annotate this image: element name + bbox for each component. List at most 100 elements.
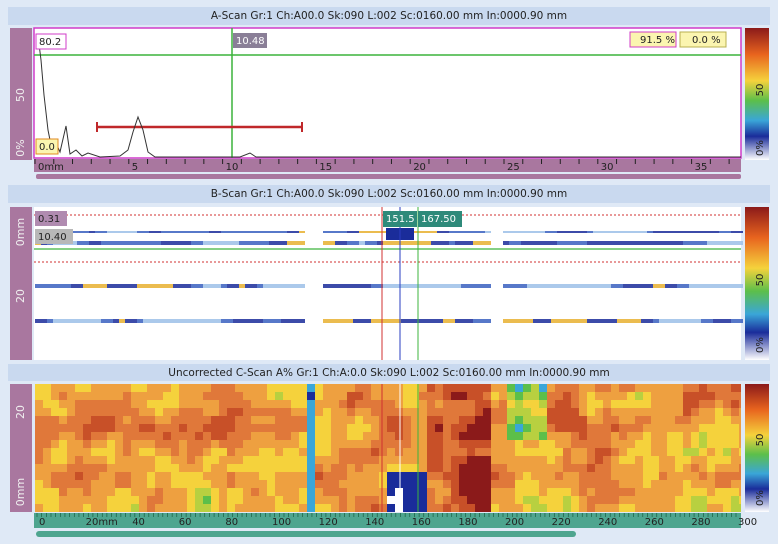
heatmap-cell <box>403 384 411 392</box>
heatmap-cell <box>723 496 731 504</box>
heatmap-cell <box>427 504 435 512</box>
echo-band <box>509 319 515 323</box>
heatmap-cell <box>707 448 715 456</box>
scrollbar[interactable] <box>36 174 741 179</box>
echo-band <box>275 231 281 233</box>
echo-band <box>173 231 179 233</box>
gate-a-readout: 91.5 % <box>640 35 675 46</box>
heatmap-cell <box>491 448 499 456</box>
heatmap-cell <box>307 496 315 504</box>
heatmap-cell <box>227 480 235 488</box>
echo-band <box>275 319 281 323</box>
echo-band <box>143 284 149 288</box>
heatmap-cell <box>363 448 371 456</box>
echo-band <box>65 319 71 323</box>
cursor-readout: 10.48 <box>236 36 265 47</box>
heatmap-cell <box>331 432 339 440</box>
echo-band <box>173 284 179 288</box>
heatmap-cell <box>331 496 339 504</box>
heatmap-cell <box>155 464 163 472</box>
echo-band <box>575 231 581 233</box>
heatmap-cell <box>619 432 627 440</box>
heatmap-cell <box>683 408 691 416</box>
heatmap-cell <box>187 392 195 400</box>
heatmap-cell <box>499 488 507 496</box>
heatmap-cell <box>491 464 499 472</box>
heatmap-cell <box>579 456 587 464</box>
echo-band <box>467 241 473 245</box>
heatmap-cell <box>179 432 187 440</box>
heatmap-cell <box>59 480 67 488</box>
heatmap-cell <box>355 424 363 432</box>
heatmap-cell <box>195 408 203 416</box>
heatmap-cell <box>131 432 139 440</box>
echo-band <box>545 231 551 233</box>
heatmap-cell <box>443 392 451 400</box>
heatmap-cell <box>99 384 107 392</box>
heatmap-cell <box>251 464 259 472</box>
heatmap-cell <box>291 400 299 408</box>
echo-band <box>569 231 575 233</box>
heatmap-cell <box>435 496 443 504</box>
heatmap-cell <box>107 416 115 424</box>
heatmap-cell <box>699 448 707 456</box>
echo-band <box>359 231 365 233</box>
heatmap-cell <box>75 408 83 416</box>
heatmap-cell <box>459 448 467 456</box>
heatmap-cell <box>299 472 307 480</box>
heatmap-cell <box>515 456 523 464</box>
heatmap-cell <box>547 496 555 504</box>
heatmap-cell <box>299 400 307 408</box>
echo-band <box>113 284 119 288</box>
echo-band <box>701 284 707 288</box>
heatmap-cell <box>667 496 675 504</box>
heatmap-cell <box>43 472 51 480</box>
heatmap-cell <box>523 448 531 456</box>
echo-band <box>251 241 257 245</box>
echo-band <box>731 241 737 245</box>
heatmap-cell <box>339 384 347 392</box>
heatmap-cell <box>651 464 659 472</box>
heatmap-cell <box>603 504 611 512</box>
heatmap-cell <box>139 480 147 488</box>
heatmap-cell <box>83 408 91 416</box>
heatmap-cell <box>627 424 635 432</box>
heatmap-cell <box>403 416 411 424</box>
echo-band <box>455 241 461 245</box>
heatmap-cell <box>467 416 475 424</box>
heatmap-cell <box>227 472 235 480</box>
heatmap-cell <box>643 440 651 448</box>
heatmap-cell <box>115 464 123 472</box>
heatmap-cell <box>571 488 579 496</box>
heatmap-cell <box>667 432 675 440</box>
echo-band <box>461 284 467 288</box>
heatmap-cell <box>507 424 515 432</box>
heatmap-cell <box>227 400 235 408</box>
echo-band <box>353 284 359 288</box>
heatmap-cell <box>235 472 243 480</box>
heatmap-cell <box>163 392 171 400</box>
heatmap-cell <box>363 416 371 424</box>
echo-band <box>689 231 695 233</box>
heatmap-cell <box>187 480 195 488</box>
heatmap-cell <box>275 504 283 512</box>
heatmap-cell <box>339 464 347 472</box>
heatmap-cell <box>563 464 571 472</box>
heatmap-cell <box>323 472 331 480</box>
heatmap-cell <box>291 456 299 464</box>
heatmap-cell <box>355 496 363 504</box>
echo-band <box>509 231 515 233</box>
echo-band <box>59 284 65 288</box>
heatmap-cell <box>347 424 355 432</box>
heatmap-cell <box>243 424 251 432</box>
heatmap-cell <box>739 432 741 440</box>
heatmap-cell <box>147 456 155 464</box>
heatmap-cell <box>307 480 315 488</box>
scrollbar[interactable] <box>36 531 576 537</box>
heatmap-cell <box>67 424 75 432</box>
heatmap-cell <box>595 392 603 400</box>
echo-band <box>137 231 143 233</box>
heatmap-cell <box>611 392 619 400</box>
heatmap-cell <box>475 448 483 456</box>
heatmap-cell <box>595 448 603 456</box>
